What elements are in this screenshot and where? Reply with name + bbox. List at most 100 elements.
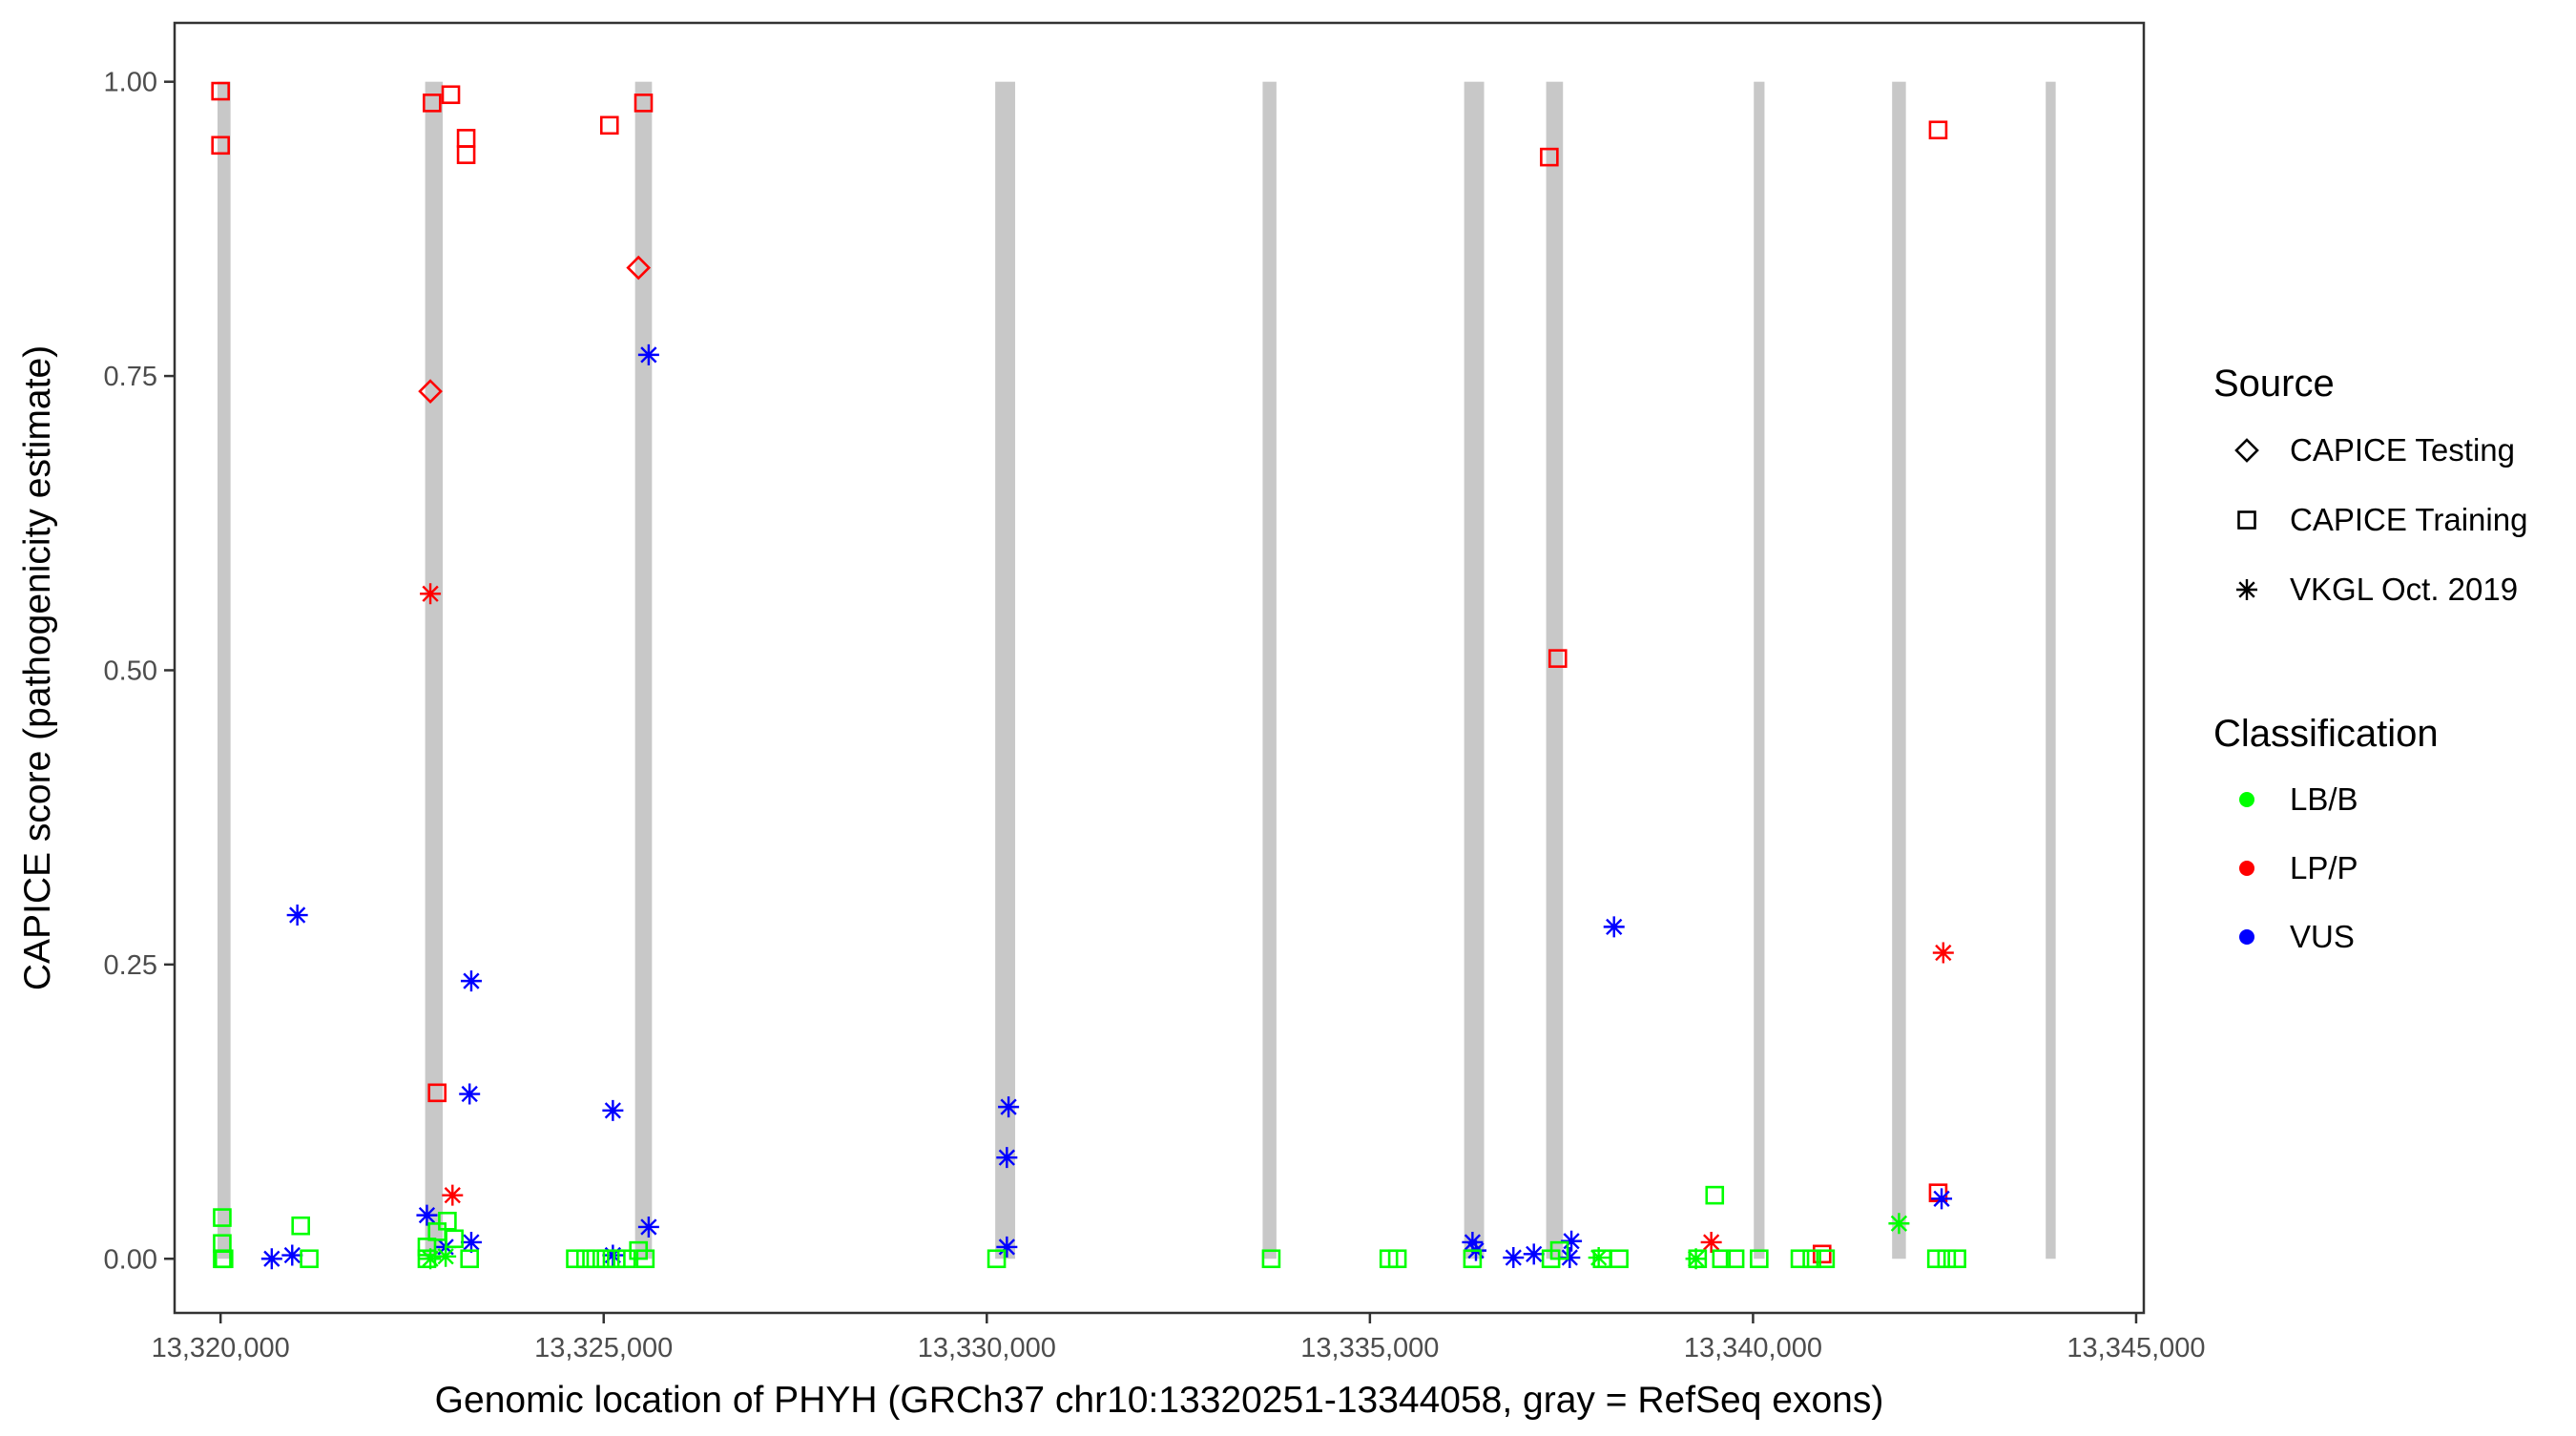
data-point bbox=[1928, 120, 1948, 140]
asterisk-marker bbox=[1561, 1230, 1583, 1252]
y-tick-label: 1.00 bbox=[104, 68, 157, 98]
square-marker bbox=[1790, 1249, 1810, 1269]
data-point bbox=[607, 1249, 626, 1269]
data-point bbox=[1548, 649, 1568, 668]
asterisk-marker bbox=[998, 1096, 1020, 1118]
square-marker bbox=[417, 1249, 437, 1269]
data-point bbox=[1387, 1249, 1407, 1269]
data-point bbox=[1462, 1231, 1484, 1253]
square-marker bbox=[438, 1211, 457, 1231]
square-marker bbox=[566, 1249, 585, 1269]
data-point bbox=[417, 1238, 437, 1257]
exon-bar bbox=[995, 81, 1016, 1259]
x-tick-label: 13,335,000 bbox=[1300, 1333, 1439, 1363]
data-point bbox=[586, 1249, 606, 1269]
asterisk-marker bbox=[281, 1244, 303, 1266]
square-marker bbox=[1540, 147, 1559, 167]
asterisk-marker bbox=[1932, 942, 1954, 964]
asterisk-marker bbox=[996, 1236, 1018, 1258]
data-point bbox=[637, 1216, 659, 1238]
y-tick-label: 0.75 bbox=[104, 362, 157, 392]
square-marker bbox=[423, 94, 442, 113]
asterisk-marker bbox=[286, 905, 308, 926]
exon-bar bbox=[2046, 81, 2056, 1259]
square-marker bbox=[1802, 1249, 1821, 1269]
data-point bbox=[1750, 1249, 1769, 1269]
data-point bbox=[575, 1249, 595, 1269]
square-marker bbox=[213, 1208, 232, 1227]
data-point bbox=[260, 1248, 282, 1270]
y-tick-label: 0.25 bbox=[104, 950, 157, 981]
square-marker bbox=[1928, 120, 1948, 140]
square-marker bbox=[417, 1238, 437, 1257]
exon-bar bbox=[634, 81, 653, 1259]
square-marker bbox=[1926, 1249, 1946, 1269]
asterisk-marker bbox=[1700, 1231, 1722, 1253]
data-point bbox=[213, 1208, 232, 1227]
data-point bbox=[602, 1099, 624, 1121]
data-point bbox=[418, 379, 443, 404]
square-marker bbox=[1712, 1249, 1732, 1269]
square-marker bbox=[1947, 1249, 1966, 1269]
data-point bbox=[417, 1249, 437, 1269]
x-tick-label: 13,320,000 bbox=[152, 1333, 290, 1363]
legend-asterisk-icon bbox=[2236, 579, 2257, 600]
square-marker bbox=[427, 1083, 447, 1103]
data-point bbox=[599, 115, 619, 135]
data-point bbox=[423, 94, 442, 113]
data-point bbox=[1812, 1244, 1832, 1264]
square-marker bbox=[1688, 1249, 1708, 1269]
data-point bbox=[1603, 916, 1625, 938]
square-marker bbox=[1261, 1249, 1281, 1269]
x-axis-ticks: 13,320,000 13,325,000 13,330,000 13,335,000… bbox=[152, 1313, 2206, 1363]
data-point bbox=[1700, 1231, 1722, 1253]
square-marker bbox=[596, 1249, 616, 1269]
legend-source-label: CAPICE Testing bbox=[2290, 432, 2515, 468]
data-point bbox=[637, 343, 659, 365]
data-point bbox=[1685, 1248, 1707, 1270]
asterisk-marker bbox=[420, 583, 442, 605]
data-point bbox=[281, 1244, 303, 1266]
data-point bbox=[635, 1249, 655, 1269]
data-point bbox=[442, 1184, 464, 1206]
legend-source-label: CAPICE Training bbox=[2290, 502, 2527, 537]
square-marker bbox=[575, 1249, 595, 1269]
x-tick-label: 13,325,000 bbox=[534, 1333, 673, 1363]
data-point bbox=[1937, 1249, 1957, 1269]
x-axis-title: Genomic location of PHYH (GRCh37 chr10:1… bbox=[435, 1380, 1884, 1421]
data-point bbox=[435, 1245, 457, 1267]
exon-bar bbox=[1546, 81, 1564, 1259]
data-point bbox=[998, 1096, 1020, 1118]
x-tick-label: 13,330,000 bbox=[918, 1333, 1056, 1363]
legend-dot-icon bbox=[2239, 861, 2254, 876]
square-marker bbox=[445, 1229, 464, 1249]
data-point bbox=[1888, 1213, 1910, 1235]
legend-classification-title: Classification bbox=[2213, 713, 2439, 755]
legend-source-title: Source bbox=[2213, 363, 2335, 405]
exon-bar bbox=[425, 81, 444, 1259]
data-point bbox=[427, 1083, 447, 1103]
data-point bbox=[1523, 1243, 1545, 1265]
data-point bbox=[445, 1229, 464, 1249]
diamond-marker bbox=[2234, 438, 2259, 463]
square-marker bbox=[1750, 1249, 1769, 1269]
data-point bbox=[460, 1249, 479, 1269]
asterisk-marker bbox=[1603, 916, 1625, 938]
square-marker bbox=[211, 81, 230, 101]
data-point bbox=[416, 1204, 438, 1226]
legend-dot-icon bbox=[2239, 929, 2254, 945]
legend-class-label: LP/P bbox=[2290, 850, 2358, 885]
data-point bbox=[1688, 1249, 1708, 1269]
y-tick-label: 0.50 bbox=[104, 656, 157, 686]
square-marker bbox=[1725, 1249, 1745, 1269]
data-point bbox=[602, 1244, 624, 1266]
asterisk-marker bbox=[1931, 1188, 1953, 1210]
data-point bbox=[420, 583, 442, 605]
asterisk-marker bbox=[460, 970, 482, 992]
data-point bbox=[460, 1231, 482, 1253]
data-point bbox=[215, 1249, 234, 1269]
legend-diamond-icon bbox=[2234, 438, 2259, 463]
diamond-marker bbox=[626, 255, 652, 281]
square-marker bbox=[1610, 1249, 1629, 1269]
